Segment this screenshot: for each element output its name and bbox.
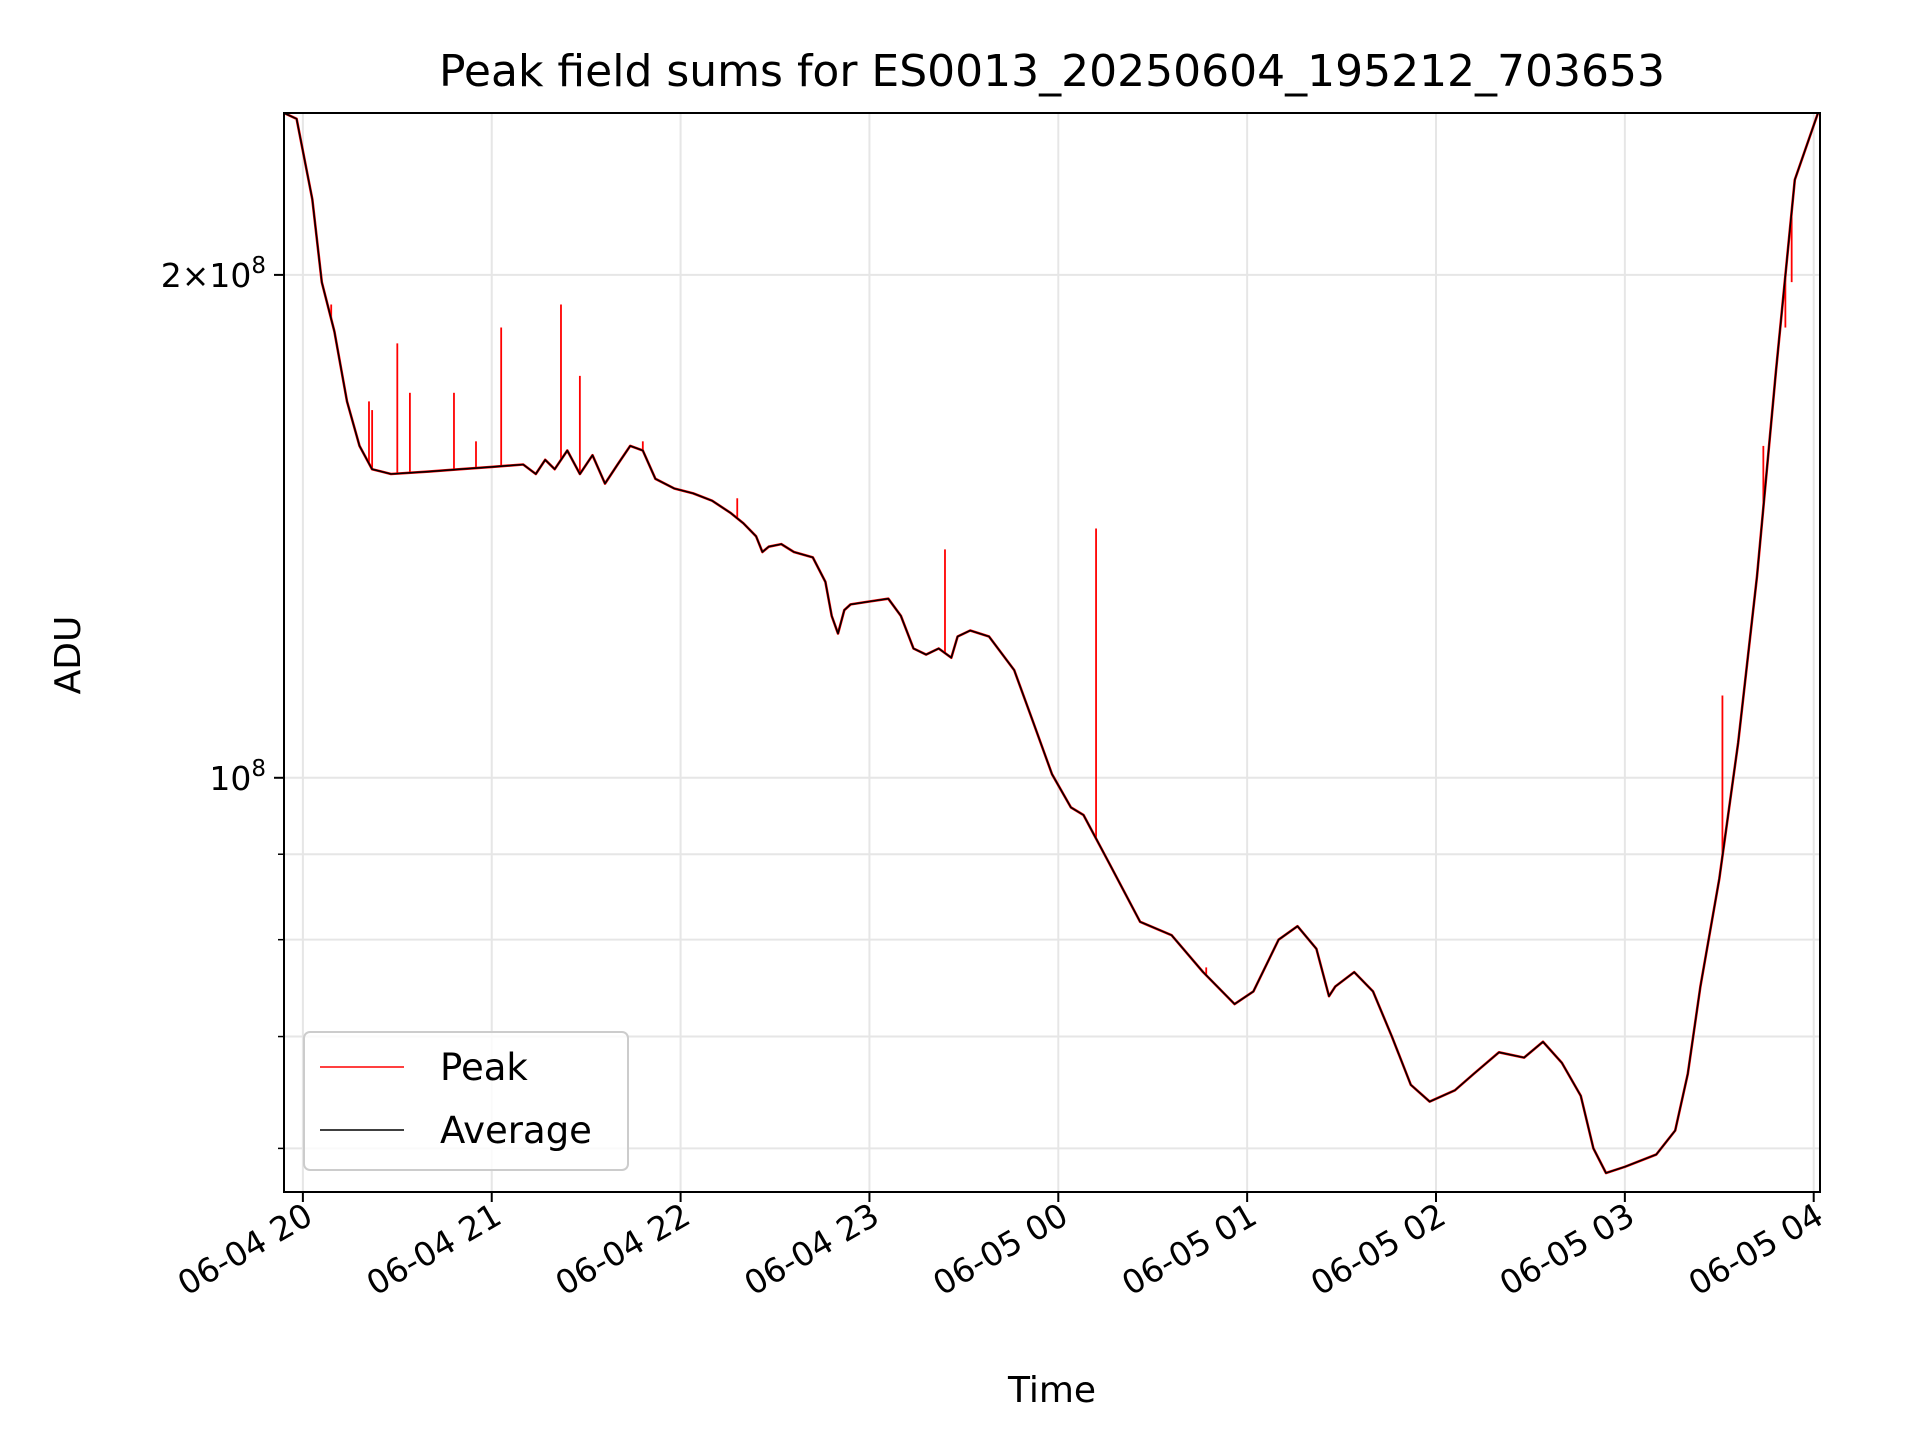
x-tick-label: 06-05 03: [1493, 1195, 1641, 1303]
x-tick-label: 06-05 04: [1682, 1195, 1830, 1303]
x-tick-label: 06-05 01: [1115, 1195, 1263, 1303]
x-tick-label: 06-05 02: [1304, 1195, 1452, 1303]
series-line-average: [284, 113, 1819, 1174]
y-axis-label: ADU: [48, 616, 89, 695]
series-group: [284, 113, 1820, 1175]
series-line-peak: [284, 113, 1820, 1175]
legend-label-average: Average: [440, 1109, 592, 1152]
y-tick-label: 108: [209, 756, 266, 798]
x-tick-label: 06-04 22: [549, 1195, 697, 1303]
x-tick-label: 06-05 00: [926, 1195, 1074, 1303]
x-axis-label: Time: [1007, 1370, 1096, 1411]
chart-title: Peak field sums for ES0013_20250604_1952…: [439, 46, 1665, 97]
plot-frame: [283, 112, 1821, 1193]
x-tick-label: 06-04 23: [737, 1195, 885, 1303]
grid: [284, 113, 1820, 1192]
y-tick-label: 2×108: [161, 253, 266, 295]
legend: Peak Average: [303, 1031, 629, 1171]
plot-series: [284, 113, 1820, 1175]
x-tick-label: 06-04 20: [171, 1195, 319, 1303]
legend-label-peak: Peak: [440, 1046, 528, 1089]
x-tick-label: 06-04 21: [360, 1195, 508, 1303]
